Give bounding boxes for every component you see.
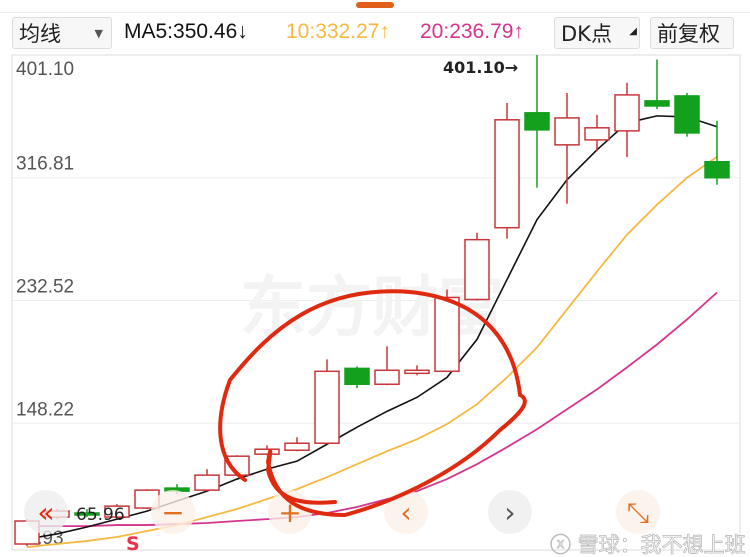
button-bg [151,490,195,534]
credit-watermark: ⓧ 雪球：我不想上班 [550,533,746,557]
candle [704,120,730,185]
watermark: 东方财富 [240,269,504,346]
candle [254,445,280,456]
chevron-left-icon: ‹ [400,496,411,529]
candle [104,504,130,520]
fullscreen-button[interactable]: ⤡ [616,490,660,534]
ma5-line [26,115,718,540]
min-label: 65.96 [76,505,125,525]
candle-body [464,238,490,301]
back-button[interactable]: « [24,490,68,534]
zoom-out-button[interactable]: − [151,490,195,534]
corner-triangle-icon: ◢ [629,26,637,37]
candle [674,93,700,137]
ma10-line [26,156,718,548]
candle-body [554,117,580,146]
y-tick-label: 316.81 [16,154,74,175]
ma20-line [27,291,718,527]
y-tick-label: 401.10 [16,59,74,80]
candle-body [314,370,340,444]
candle [314,359,340,444]
candle [194,469,220,492]
candle [404,365,430,376]
candle-body [494,119,520,229]
caret-down-icon: ▼ [94,27,103,40]
candle-body [404,369,430,375]
chevron-right-button[interactable]: › [488,490,532,534]
button-bg [24,490,68,534]
adjust-button[interactable]: 前复权 [650,17,734,49]
toolbar: 均线 ▼ MA5:350.46↓ 10:332.27↑ 20:236.79↑ DK… [0,16,750,52]
candle-body [74,512,100,516]
candle [554,93,580,204]
candle [494,102,520,239]
divider [0,12,750,13]
chevron-right-icon: › [504,496,515,529]
button-bg [488,490,532,534]
candle [584,114,610,152]
y-tick-label: 148.22 [16,399,74,420]
candle-body [254,448,280,455]
candle-body [104,505,130,518]
candle-body [584,127,610,141]
candle-body [194,474,220,491]
button-bg [384,490,428,534]
candle [524,55,550,188]
plot-frame [11,54,741,551]
candle-body [674,95,700,134]
sell-signal-label: S [126,533,140,555]
candle-body [344,367,370,386]
candle [464,232,490,301]
ma20-value: 20:236.79↑ [420,20,524,43]
ma5-value: MA5:350.46↓ [124,20,248,43]
candle-body [614,94,640,132]
candle-body [374,369,400,386]
candle-body [434,296,460,373]
candle [644,59,670,110]
candle [344,366,370,389]
zoom-out-icon: − [161,496,184,529]
candle [434,289,460,373]
candle-body [704,160,730,179]
y-tick-label: 232.52 [16,276,74,297]
candle [614,82,640,158]
back-icon: « [37,496,54,529]
candle-body [644,100,670,107]
drag-handle[interactable] [356,2,394,8]
chevron-left-button[interactable]: ‹ [384,490,428,534]
candle [74,509,100,518]
candle-body [284,442,310,451]
indicator-dropdown[interactable]: 均线 ▼ [12,17,112,49]
dk-button[interactable]: DK点 ◢ [554,17,640,49]
candle-body [524,112,550,131]
button-bg [616,490,660,534]
max-label: 401.10→ [443,58,518,77]
hand-drawn-circle-annotation [218,289,527,518]
candle [374,346,400,386]
ma10-value: 10:332.27↑ [286,20,390,43]
candle [284,437,310,452]
fullscreen-icon: ⤡ [627,496,649,529]
